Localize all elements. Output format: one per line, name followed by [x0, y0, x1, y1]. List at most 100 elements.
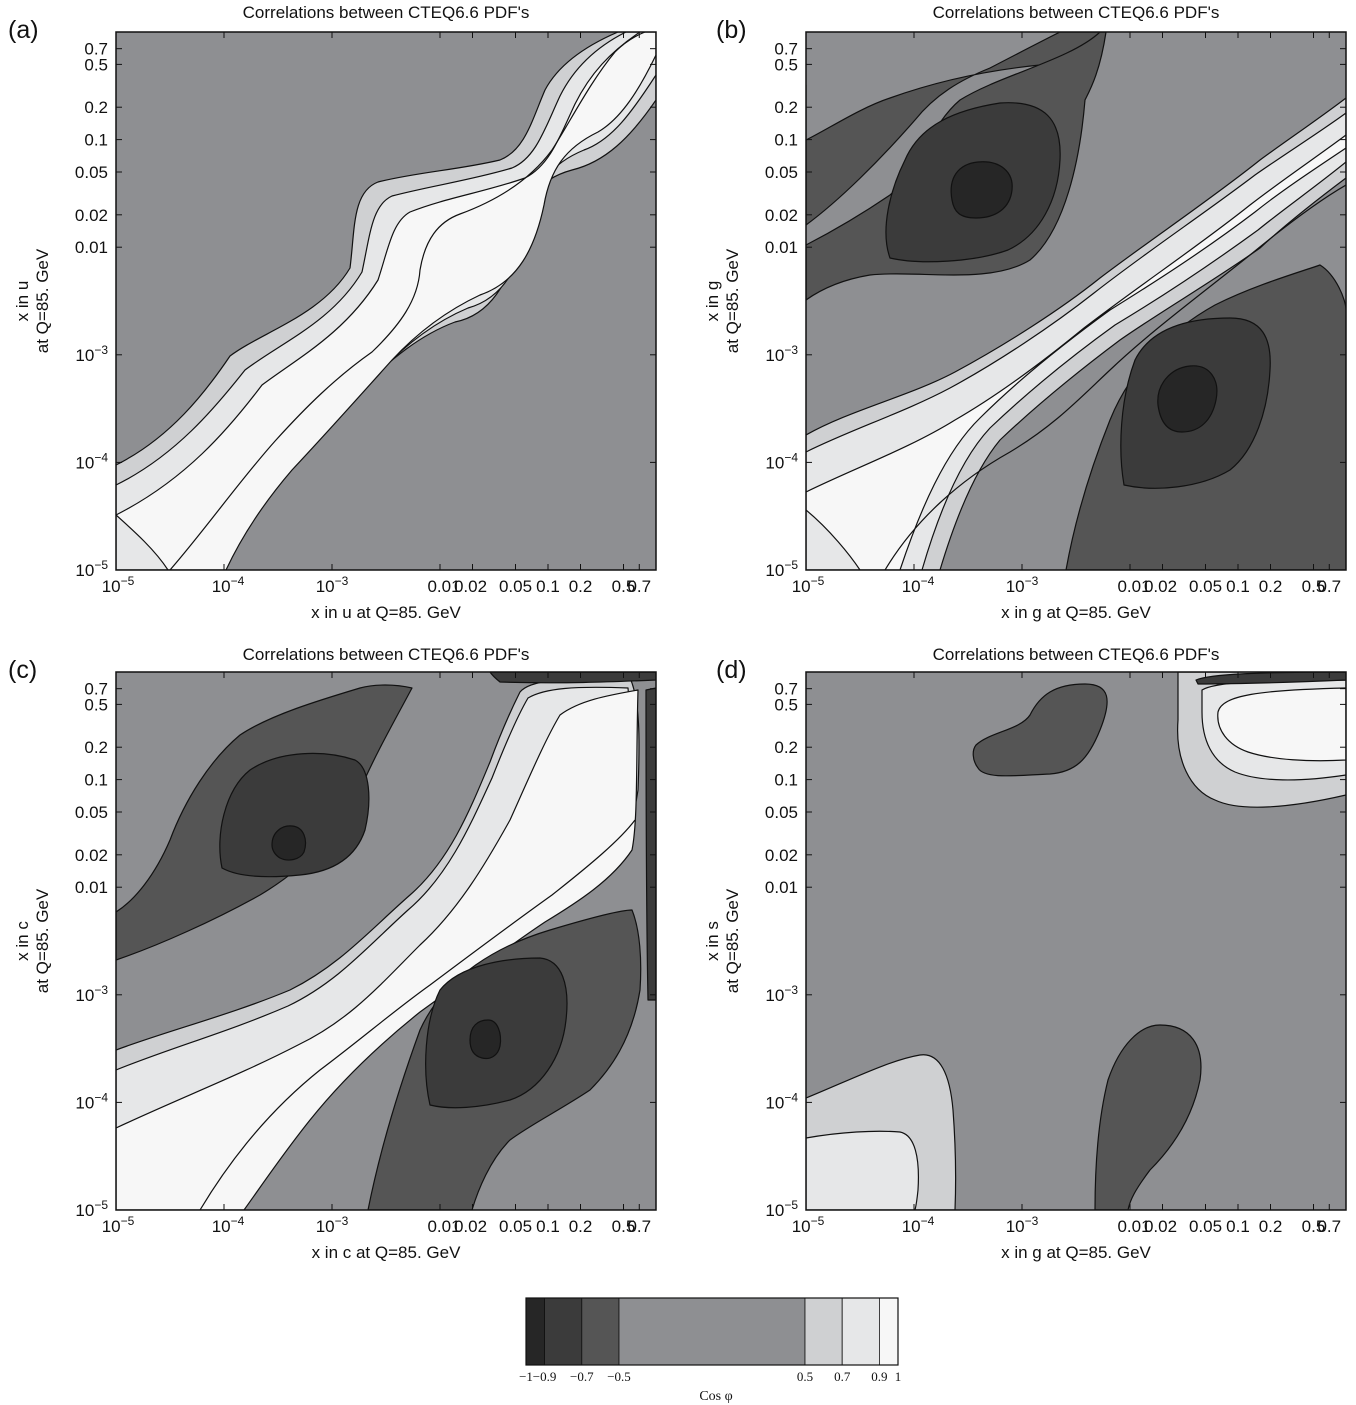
- contour-band-0.9: [806, 134, 1346, 570]
- axis-ticks: 10−5 10−4 10−3 0.010.02 0.05 0.1 0.2 0.50.710−5…: [75, 32, 656, 596]
- y-tick-label: 10−3: [75, 343, 108, 365]
- y-tick-label: 0.02: [765, 846, 798, 865]
- contour-band-0.9: [116, 32, 656, 570]
- x-tick-label: 0.1: [536, 577, 560, 596]
- chart-title: Correlations between CTEQ6.6 PDF's: [933, 645, 1220, 664]
- y-tick-label: 0.05: [75, 163, 108, 182]
- x-tick-label: 0.2: [569, 1217, 593, 1236]
- y-axis-label-line1: x in c: [13, 921, 32, 961]
- y-tick-label: 10−5: [75, 558, 108, 580]
- x-tick-label: 10−5: [792, 1214, 825, 1236]
- y-axis-label-line2: at Q=85. GeV: [723, 888, 742, 993]
- y-tick-label: 0.01: [75, 238, 108, 257]
- y-tick-label: 0.2: [774, 738, 798, 757]
- y-tick-label: 10−3: [75, 983, 108, 1005]
- y-axis-label-line1: x in s: [703, 921, 722, 961]
- x-tick-label: 0.1: [1226, 1217, 1250, 1236]
- contour-band-neg0.7: [219, 752, 370, 878]
- contour-line-b1: [884, 184, 1346, 570]
- x-tick-label: 0.02: [454, 577, 487, 596]
- colorbar-tick-label: 0.7: [834, 1369, 851, 1384]
- y-tick-label: 0.5: [774, 55, 798, 74]
- chart-title: Correlations between CTEQ6.6 PDF's: [243, 3, 530, 22]
- x-tick-label: 0.05: [499, 1217, 532, 1236]
- x-tick-label: 0.01: [1117, 577, 1150, 596]
- y-tick-label: 0.02: [75, 206, 108, 225]
- contour-band-neg-top-left: [972, 683, 1108, 777]
- x-tick-label: 0.2: [1259, 577, 1283, 596]
- panel-label: (c): [8, 656, 37, 684]
- y-tick-label: 0.7: [774, 680, 798, 699]
- colorbar-cell: [581, 1297, 620, 1366]
- contour-band-edge-top: [489, 672, 656, 684]
- colorbar-tick-label: 1: [895, 1369, 902, 1384]
- y-tick-label: 0.05: [75, 803, 108, 822]
- colorbar-cells: [525, 1297, 899, 1366]
- contour-plot: [116, 32, 656, 570]
- x-tick-label: 10−5: [792, 574, 825, 596]
- x-tick-label: 10−5: [102, 1214, 135, 1236]
- y-axis-label-line2: at Q=85. GeV: [33, 888, 52, 993]
- contour-band-neg-bottom: [1094, 1024, 1202, 1210]
- contour-line-a1: [169, 32, 646, 570]
- y-tick-label: 0.5: [84, 55, 108, 74]
- colorbar-tick-label: 0.5: [797, 1369, 813, 1384]
- x-tick-label: 0.1: [536, 1217, 560, 1236]
- x-tick-label: 0.5: [612, 1217, 636, 1236]
- x-tick-label: 0.5: [1302, 577, 1326, 596]
- panel-a: (a) Correlations between CTEQ6.6 PDF's 1…: [8, 3, 657, 622]
- x-axis-label: x in c at Q=85. GeV: [312, 1243, 461, 1262]
- y-axis-label-line2: at Q=85. GeV: [723, 248, 742, 353]
- axis-ticks: 10−5 10−4 10−3 0.010.02 0.05 0.1 0.2 0.50.710−5…: [765, 32, 1346, 596]
- axis-ticks: 10−5 10−4 10−3 0.010.02 0.05 0.1 0.2 0.50.710−5…: [75, 672, 656, 1236]
- x-tick-label: 0.02: [1144, 1217, 1177, 1236]
- y-tick-label: 10−4: [75, 1090, 108, 1112]
- colorbar-cell: [525, 1297, 546, 1366]
- x-tick-label: 10−3: [316, 1214, 349, 1236]
- colorbar-cell: [879, 1297, 899, 1366]
- y-axis-label-line1: x in u: [13, 281, 32, 322]
- y-tick-label: 10−5: [765, 1198, 798, 1220]
- x-tick-label: 10−3: [316, 574, 349, 596]
- y-axis-label-line1: x in g: [703, 281, 722, 322]
- colorbar: −1 −0.9 −0.7 −0.5 0.5 0.7 0.9 1 Cos φ: [519, 1297, 902, 1404]
- contour-plot: [806, 672, 1346, 1210]
- colorbar-tick-label: −0.5: [607, 1369, 631, 1384]
- x-tick-label: 0.1: [1226, 577, 1250, 596]
- chart-title: Correlations between CTEQ6.6 PDF's: [933, 3, 1220, 22]
- panel-b: (b) Correlations between CTEQ6.6 PDF's 1…: [703, 3, 1347, 622]
- x-tick-label: 0.02: [454, 1217, 487, 1236]
- x-tick-label: 0.05: [1189, 1217, 1222, 1236]
- contour-plot: [116, 672, 656, 1210]
- x-tick-label: 0.05: [499, 577, 532, 596]
- colorbar-tick-label: −0.9: [533, 1369, 557, 1384]
- x-tick-label: 10−3: [1006, 574, 1039, 596]
- y-tick-label: 0.1: [774, 131, 798, 150]
- panel-d: (d) Correlations between CTEQ6.6 PDF's 1…: [703, 645, 1347, 1262]
- panel-c: (c) Correlations between CTEQ6.6 PDF's 1…: [8, 645, 657, 1262]
- y-tick-label: 10−3: [765, 983, 798, 1005]
- y-tick-label: 0.01: [765, 238, 798, 257]
- y-tick-label: 0.5: [774, 695, 798, 714]
- y-tick-label: 10−4: [765, 450, 798, 472]
- x-tick-label: 10−4: [212, 574, 245, 596]
- y-tick-label: 0.2: [774, 98, 798, 117]
- x-tick-label: 10−4: [902, 1214, 935, 1236]
- x-tick-label: 0.2: [1259, 1217, 1283, 1236]
- y-tick-label: 10−5: [765, 558, 798, 580]
- colorbar-cell: [544, 1297, 583, 1366]
- plot-frame: [115, 31, 657, 571]
- colorbar-cell: [618, 1297, 806, 1366]
- chart-title: Correlations between CTEQ6.6 PDF's: [243, 645, 530, 664]
- y-tick-label: 0.7: [84, 680, 108, 699]
- y-tick-label: 0.1: [774, 771, 798, 790]
- contour-band-0.9-top-right: [1217, 687, 1346, 762]
- y-tick-label: 0.7: [84, 40, 108, 59]
- contour-band-edge-right: [645, 687, 656, 1001]
- y-tick-label: 10−4: [765, 1090, 798, 1112]
- contour-band-0.9: [116, 689, 639, 1210]
- axis-ticks: 10−5 10−4 10−3 0.010.02 0.05 0.1 0.2 0.50.710−5…: [765, 672, 1346, 1236]
- x-tick-label: 10−5: [102, 574, 135, 596]
- panel-label: (d): [716, 656, 747, 684]
